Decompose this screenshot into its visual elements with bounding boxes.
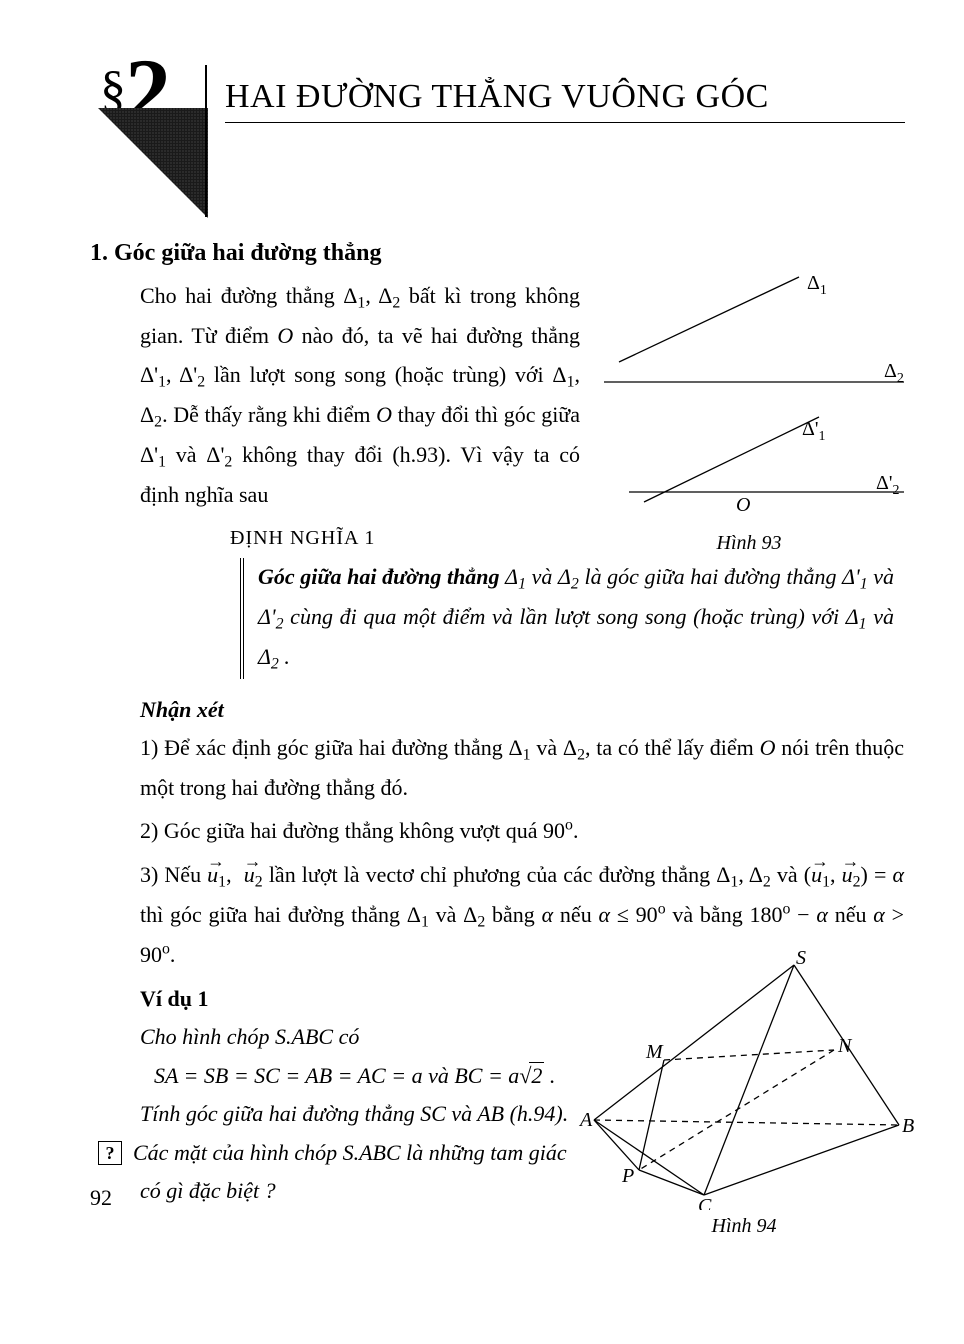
section-heading-1: 1. Góc giữa hai đường thẳng — [90, 240, 904, 267]
fig94-label-C: C — [698, 1195, 712, 1210]
fig93-label-d2p: Δ'2 — [876, 472, 899, 498]
question-mark-icon: ? — [98, 1141, 122, 1165]
header-horizontal-rule — [225, 122, 905, 123]
vidu1-equation: SA = SB = SC = AB = AC = a và BC = a√2 . — [140, 1057, 580, 1096]
fig94-label-M: M — [645, 1041, 664, 1063]
header-triangle — [98, 108, 208, 218]
chapter-header: § 2 HAI ĐƯỜNG THẲNG VUÔNG GÓC — [90, 60, 904, 210]
fig94-label-A: A — [578, 1109, 593, 1131]
fig94-label-N: N — [837, 1035, 853, 1057]
vidu1-line1: Cho hình chóp S.ABC có — [140, 1018, 580, 1057]
nhan-xet-item-2: 2) Góc giữa hai đường thẳng không vượt q… — [140, 812, 904, 849]
nhan-xet-item-1: 1) Để xác định góc giữa hai đường thẳng … — [140, 729, 904, 807]
fig94-label-B: B — [902, 1115, 914, 1137]
figure-94: S A B C M N P Hình 94 — [574, 950, 914, 1238]
vidu1-question: ? Các mặt của hình chóp S.ABC là những t… — [140, 1134, 580, 1211]
fig94-label-S: S — [796, 950, 806, 969]
figure-93-caption: Hình 93 — [584, 532, 914, 555]
header-vertical-rule — [205, 65, 207, 217]
vidu1-heading: Ví dụ 1 — [140, 980, 580, 1019]
fig93-label-d1: Δ1 — [807, 272, 827, 298]
page-number: 92 — [90, 1185, 112, 1211]
chapter-title: HAI ĐƯỜNG THẲNG VUÔNG GÓC — [225, 78, 769, 116]
figure-93: Δ1 Δ2 Δ'1 Δ'2 O Hình 93 — [584, 267, 914, 555]
fig93-label-d1p: Δ'1 — [802, 418, 825, 444]
fig93-label-O: O — [736, 494, 750, 516]
section1-paragraph: Cho hai đường thẳng Δ1, Δ2 bất kì trong … — [90, 277, 580, 515]
vidu1-line3: Tính góc giữa hai đường thẳng SC và AB (… — [140, 1095, 580, 1134]
figure-94-caption: Hình 94 — [574, 1215, 914, 1238]
nhan-xet-heading: Nhận xét — [140, 697, 904, 723]
definition-1-body: Góc giữa hai đường thẳng Δ1 và Δ2 là góc… — [240, 558, 904, 679]
fig94-label-P: P — [621, 1165, 634, 1187]
